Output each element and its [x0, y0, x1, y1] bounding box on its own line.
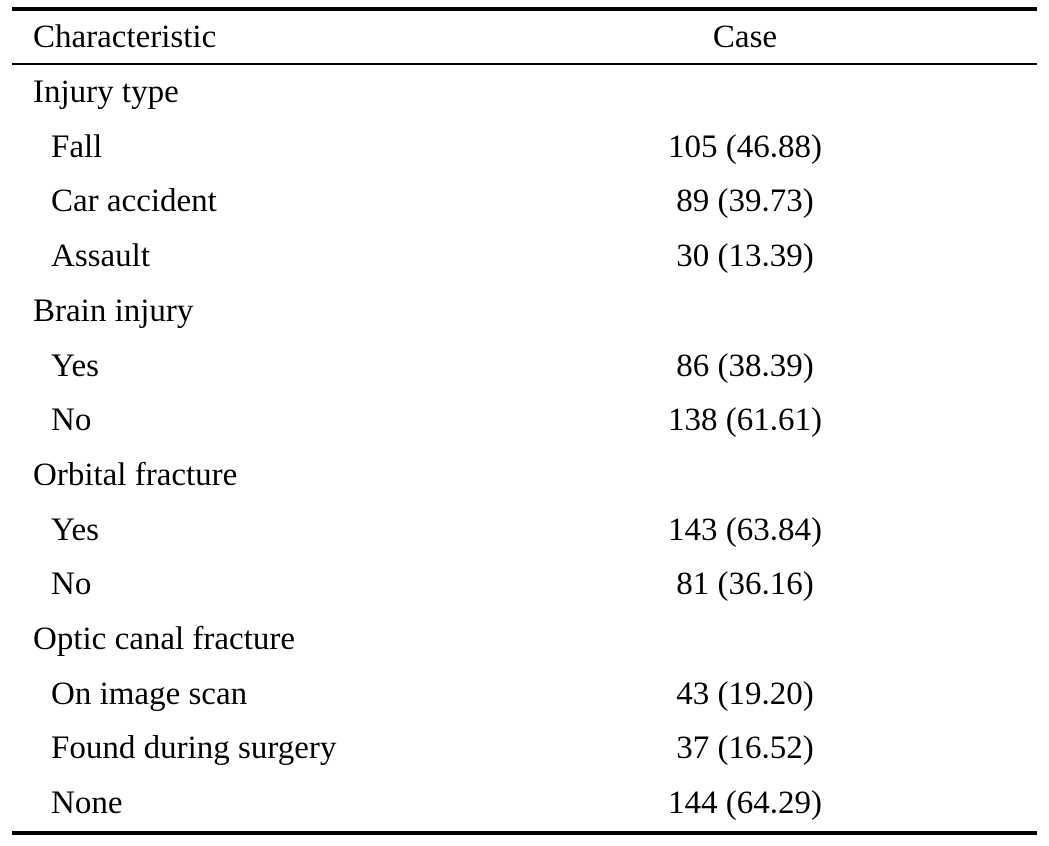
row-label: Car accident [51, 183, 217, 220]
group-heading-row: Orbital fracture [12, 448, 1037, 503]
row-case-value [593, 64, 1037, 120]
row-label: Yes [51, 511, 100, 548]
table-row: Yes 86 (38.39) [12, 339, 1037, 394]
table-header: Characteristic Case [12, 9, 1037, 64]
group-heading-row: Injury type [12, 64, 1037, 120]
header-row: Characteristic Case [12, 9, 1037, 64]
row-case-value: 86 (38.39) [676, 347, 814, 384]
group-heading: Brain injury [33, 292, 194, 329]
row-case-value [593, 612, 1037, 667]
table-row: No 81 (36.16) [12, 557, 1037, 612]
row-label: Assault [51, 238, 150, 275]
header-case: Case [712, 19, 778, 55]
table-body: Injury type Fall 105 (46.88) Car accident 89… [12, 64, 1037, 833]
table-row: Found during surgery 37 (16.52) [12, 721, 1037, 776]
row-case-value [593, 284, 1037, 339]
row-case-value: 37 (16.52) [676, 730, 814, 767]
group-heading-row: Optic canal fracture [12, 612, 1037, 667]
characteristics-table-container: Characteristic Case Injury type Fall 105 (… [12, 7, 1037, 835]
row-case-value: 89 (39.73) [676, 183, 814, 220]
row-label: None [51, 785, 123, 822]
row-label: Fall [51, 128, 103, 165]
row-case-value: 138 (61.61) [668, 402, 822, 439]
row-case-value: 144 (64.29) [668, 785, 822, 822]
row-case-value: 43 (19.20) [676, 675, 814, 712]
group-heading-row: Brain injury [12, 284, 1037, 339]
row-label: No [51, 566, 92, 603]
row-case-value: 143 (63.84) [668, 511, 822, 548]
table-row: On image scan 43 (19.20) [12, 667, 1037, 722]
header-characteristic: Characteristic [33, 19, 217, 55]
row-label: Found during surgery [51, 730, 337, 767]
row-case-value: 81 (36.16) [676, 566, 814, 603]
table-row: Assault 30 (13.39) [12, 229, 1037, 284]
group-heading: Injury type [33, 74, 179, 110]
table-row: No 138 (61.61) [12, 393, 1037, 448]
row-label: On image scan [51, 675, 248, 712]
group-heading: Orbital fracture [33, 456, 238, 493]
row-case-value: 105 (46.88) [668, 128, 822, 165]
row-case-value [593, 448, 1037, 503]
group-heading: Optic canal fracture [33, 621, 296, 658]
table-row: Car accident 89 (39.73) [12, 174, 1037, 229]
table-row: Fall 105 (46.88) [12, 120, 1037, 175]
row-label: No [51, 402, 92, 439]
table-row: Yes 143 (63.84) [12, 503, 1037, 558]
row-case-value: 30 (13.39) [676, 238, 814, 275]
row-label: Yes [51, 347, 100, 384]
characteristics-table: Characteristic Case Injury type Fall 105 (… [12, 7, 1037, 835]
table-row: None 144 (64.29) [12, 776, 1037, 833]
